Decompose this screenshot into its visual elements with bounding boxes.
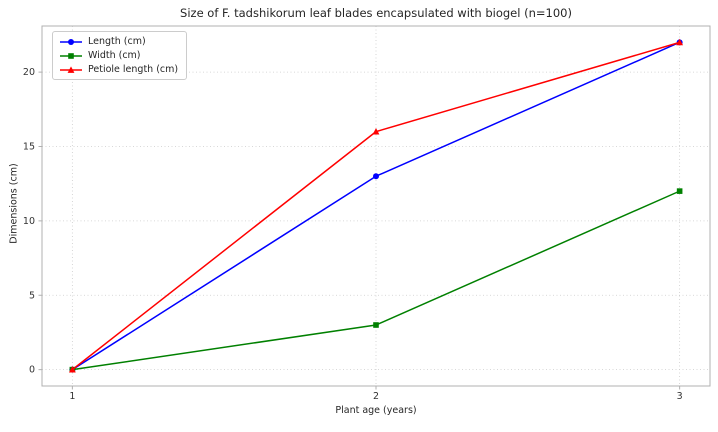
legend-item: Width (cm) [59, 50, 178, 61]
triangle-marker [68, 366, 76, 373]
triangle-marker [372, 128, 380, 135]
x-tick-label: 1 [69, 391, 75, 402]
y-tick-label: 5 [29, 290, 35, 301]
x-tick-label: 2 [373, 391, 379, 402]
x-tick-label: 3 [677, 391, 683, 402]
circle-marker [68, 38, 74, 45]
square-marker [676, 188, 683, 194]
legend-marker-icon [60, 38, 82, 45]
legend-item: Petiole length (cm) [59, 64, 178, 75]
legend: Length (cm) Width (cm) Petiole length (cm) [52, 31, 188, 80]
legend-marker-icon [60, 65, 82, 73]
triangle-marker [676, 38, 684, 46]
y-axis-label: Dimensions (cm) [8, 163, 20, 244]
y-tick-label: 20 [23, 67, 35, 78]
x-axis-label: Plant age (years) [335, 405, 417, 416]
y-tick-label: 0 [29, 365, 35, 376]
triangle-marker [67, 65, 75, 73]
y-tick-label: 10 [23, 216, 35, 227]
legend-label: Width (cm) [88, 50, 141, 61]
legend-label: Length (cm) [88, 36, 146, 47]
circle-marker [373, 173, 379, 180]
square-marker [68, 52, 74, 59]
legend-item: Length (cm) [59, 36, 178, 47]
square-marker [373, 322, 379, 328]
chart-title: Size of F. tadshikorum leaf blades encap… [180, 6, 572, 20]
legend-marker-icon [60, 52, 82, 59]
y-tick-label: 15 [23, 141, 35, 152]
legend-label: Petiole length (cm) [88, 64, 179, 75]
plot-background [42, 26, 710, 386]
